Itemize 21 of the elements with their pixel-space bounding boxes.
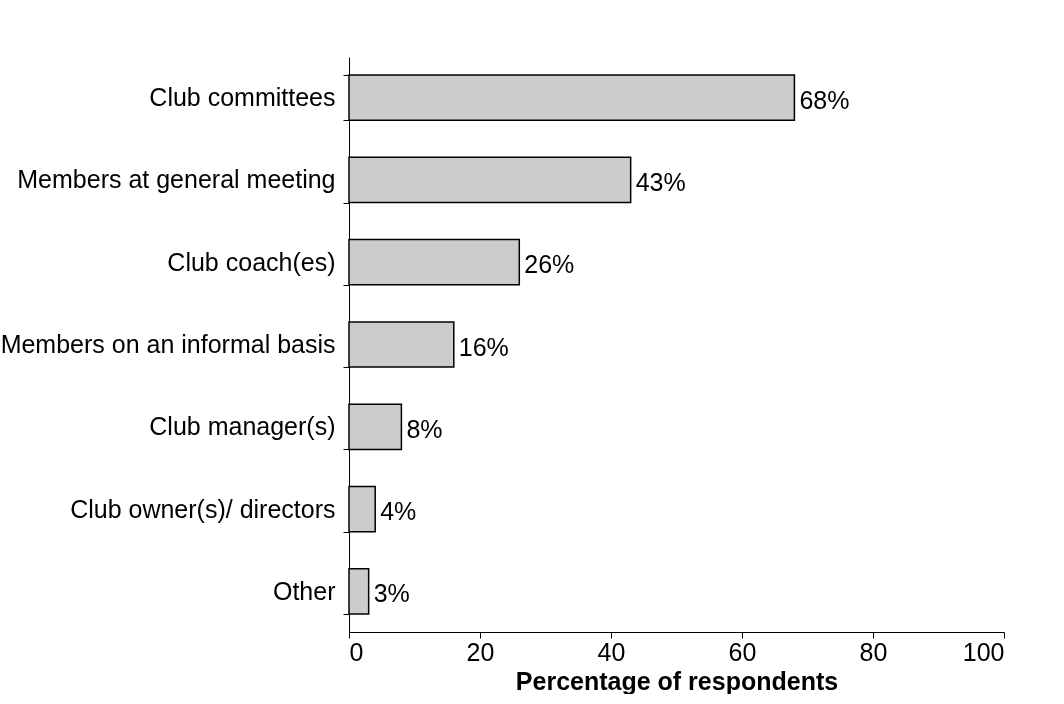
data-label: 43%	[635, 167, 686, 196]
data-label: 3%	[373, 579, 410, 608]
x-tick-label: 20	[466, 637, 495, 666]
x-tick-label: 0	[349, 637, 364, 666]
x-tick-label: 100	[962, 637, 1005, 666]
data-label: 8%	[406, 414, 443, 443]
y-tick-label: Other	[272, 576, 336, 605]
data-label: 26%	[524, 250, 575, 279]
y-tick-label: Club manager(s)	[149, 412, 336, 441]
y-tick-label: Members on an informal basis	[0, 330, 336, 358]
data-label: 68%	[799, 85, 850, 114]
x-axis-title: Percentage of respondents	[515, 666, 839, 695]
y-tick-label: Members at general meeting	[17, 165, 336, 194]
data-label: 4%	[380, 497, 417, 526]
data-label: 16%	[458, 332, 509, 361]
y-tick-label: Club committees	[149, 83, 336, 112]
y-tick-label: Club owner(s)/ directors	[70, 494, 336, 523]
x-tick-label: 40	[597, 637, 626, 666]
y-tick-label: Club coach(es)	[167, 247, 336, 276]
x-tick-label: 60	[728, 637, 757, 666]
x-tick-label: 80	[859, 637, 888, 666]
